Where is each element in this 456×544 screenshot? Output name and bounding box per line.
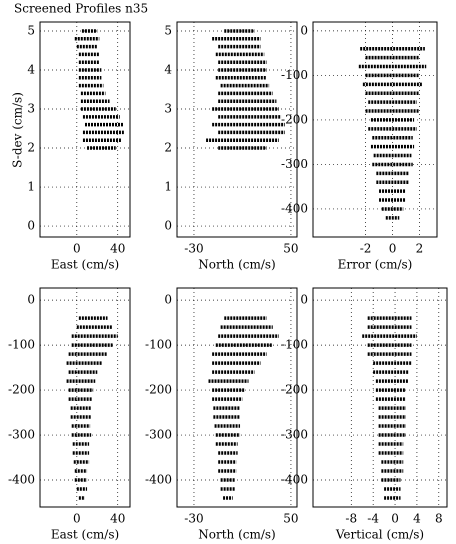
x-axis-label: North (cm/s)	[198, 258, 276, 272]
y-tick-label: -100	[145, 338, 172, 352]
x-tick-label: -30	[184, 242, 203, 256]
y-tick-label: -300	[281, 428, 308, 442]
y-axis-label: S-dev (cm/s)	[11, 92, 25, 168]
y-tick-label: -400	[281, 473, 308, 487]
x-tick-label: 0	[389, 242, 397, 256]
y-tick-label: 3	[164, 102, 172, 116]
y-tick-label: 0	[164, 293, 172, 307]
y-tick-label: -300	[145, 428, 172, 442]
plot-frame	[312, 21, 438, 238]
x-axis-label: Error (cm/s)	[338, 258, 413, 272]
y-tick-label: 1	[27, 180, 35, 194]
y-tick-label: -200	[145, 383, 172, 397]
y-tick-label: 0	[27, 219, 35, 233]
x-tick-label: 0	[391, 512, 399, 526]
y-tick-label: 1	[164, 180, 172, 194]
x-tick-label: 40	[110, 242, 125, 256]
y-tick-label: 4	[27, 62, 35, 76]
plot-frame	[176, 287, 298, 508]
x-axis-label: East (cm/s)	[51, 258, 119, 272]
plot-frame	[39, 287, 131, 508]
y-tick-label: -100	[281, 338, 308, 352]
x-tick-label: 0	[73, 242, 81, 256]
y-tick-label: -200	[281, 112, 308, 126]
x-tick-label: 40	[110, 512, 125, 526]
x-axis-label: East (cm/s)	[51, 528, 119, 542]
plot-frame	[176, 21, 298, 238]
y-tick-label: 0	[300, 293, 308, 307]
plot-frame	[312, 287, 448, 508]
y-tick-label: 0	[164, 219, 172, 233]
x-tick-label: 4	[413, 512, 421, 526]
y-tick-label: 0	[27, 293, 35, 307]
x-tick-label: -2	[360, 242, 372, 256]
x-tick-label: -4	[367, 512, 379, 526]
x-tick-label: 8	[435, 512, 443, 526]
y-tick-label: -200	[8, 383, 35, 397]
x-axis-label: North (cm/s)	[198, 528, 276, 542]
x-tick-label: 50	[283, 242, 298, 256]
x-tick-label: -8	[345, 512, 357, 526]
y-tick-label: -300	[8, 428, 35, 442]
y-tick-label: 4	[164, 62, 172, 76]
plot-frame	[39, 21, 131, 238]
y-tick-label: 5	[27, 23, 35, 37]
y-tick-label: -100	[8, 338, 35, 352]
x-axis-label: Vertical (cm/s)	[335, 528, 424, 542]
y-tick-label: 2	[27, 141, 35, 155]
y-tick-label: -400	[145, 473, 172, 487]
figure-title: Screened Profiles n35	[14, 2, 148, 16]
x-tick-label: 0	[73, 512, 81, 526]
y-tick-label: 2	[164, 141, 172, 155]
x-tick-label: 50	[283, 512, 298, 526]
y-tick-label: 0	[300, 23, 308, 37]
y-tick-label: -400	[8, 473, 35, 487]
y-tick-label: -400	[281, 201, 308, 215]
y-tick-label: 5	[164, 23, 172, 37]
x-tick-label: -30	[184, 512, 203, 526]
y-tick-label: 3	[27, 102, 35, 116]
y-tick-label: -300	[281, 157, 308, 171]
y-tick-label: -200	[281, 383, 308, 397]
y-tick-label: -100	[281, 68, 308, 82]
x-tick-label: 2	[416, 242, 424, 256]
